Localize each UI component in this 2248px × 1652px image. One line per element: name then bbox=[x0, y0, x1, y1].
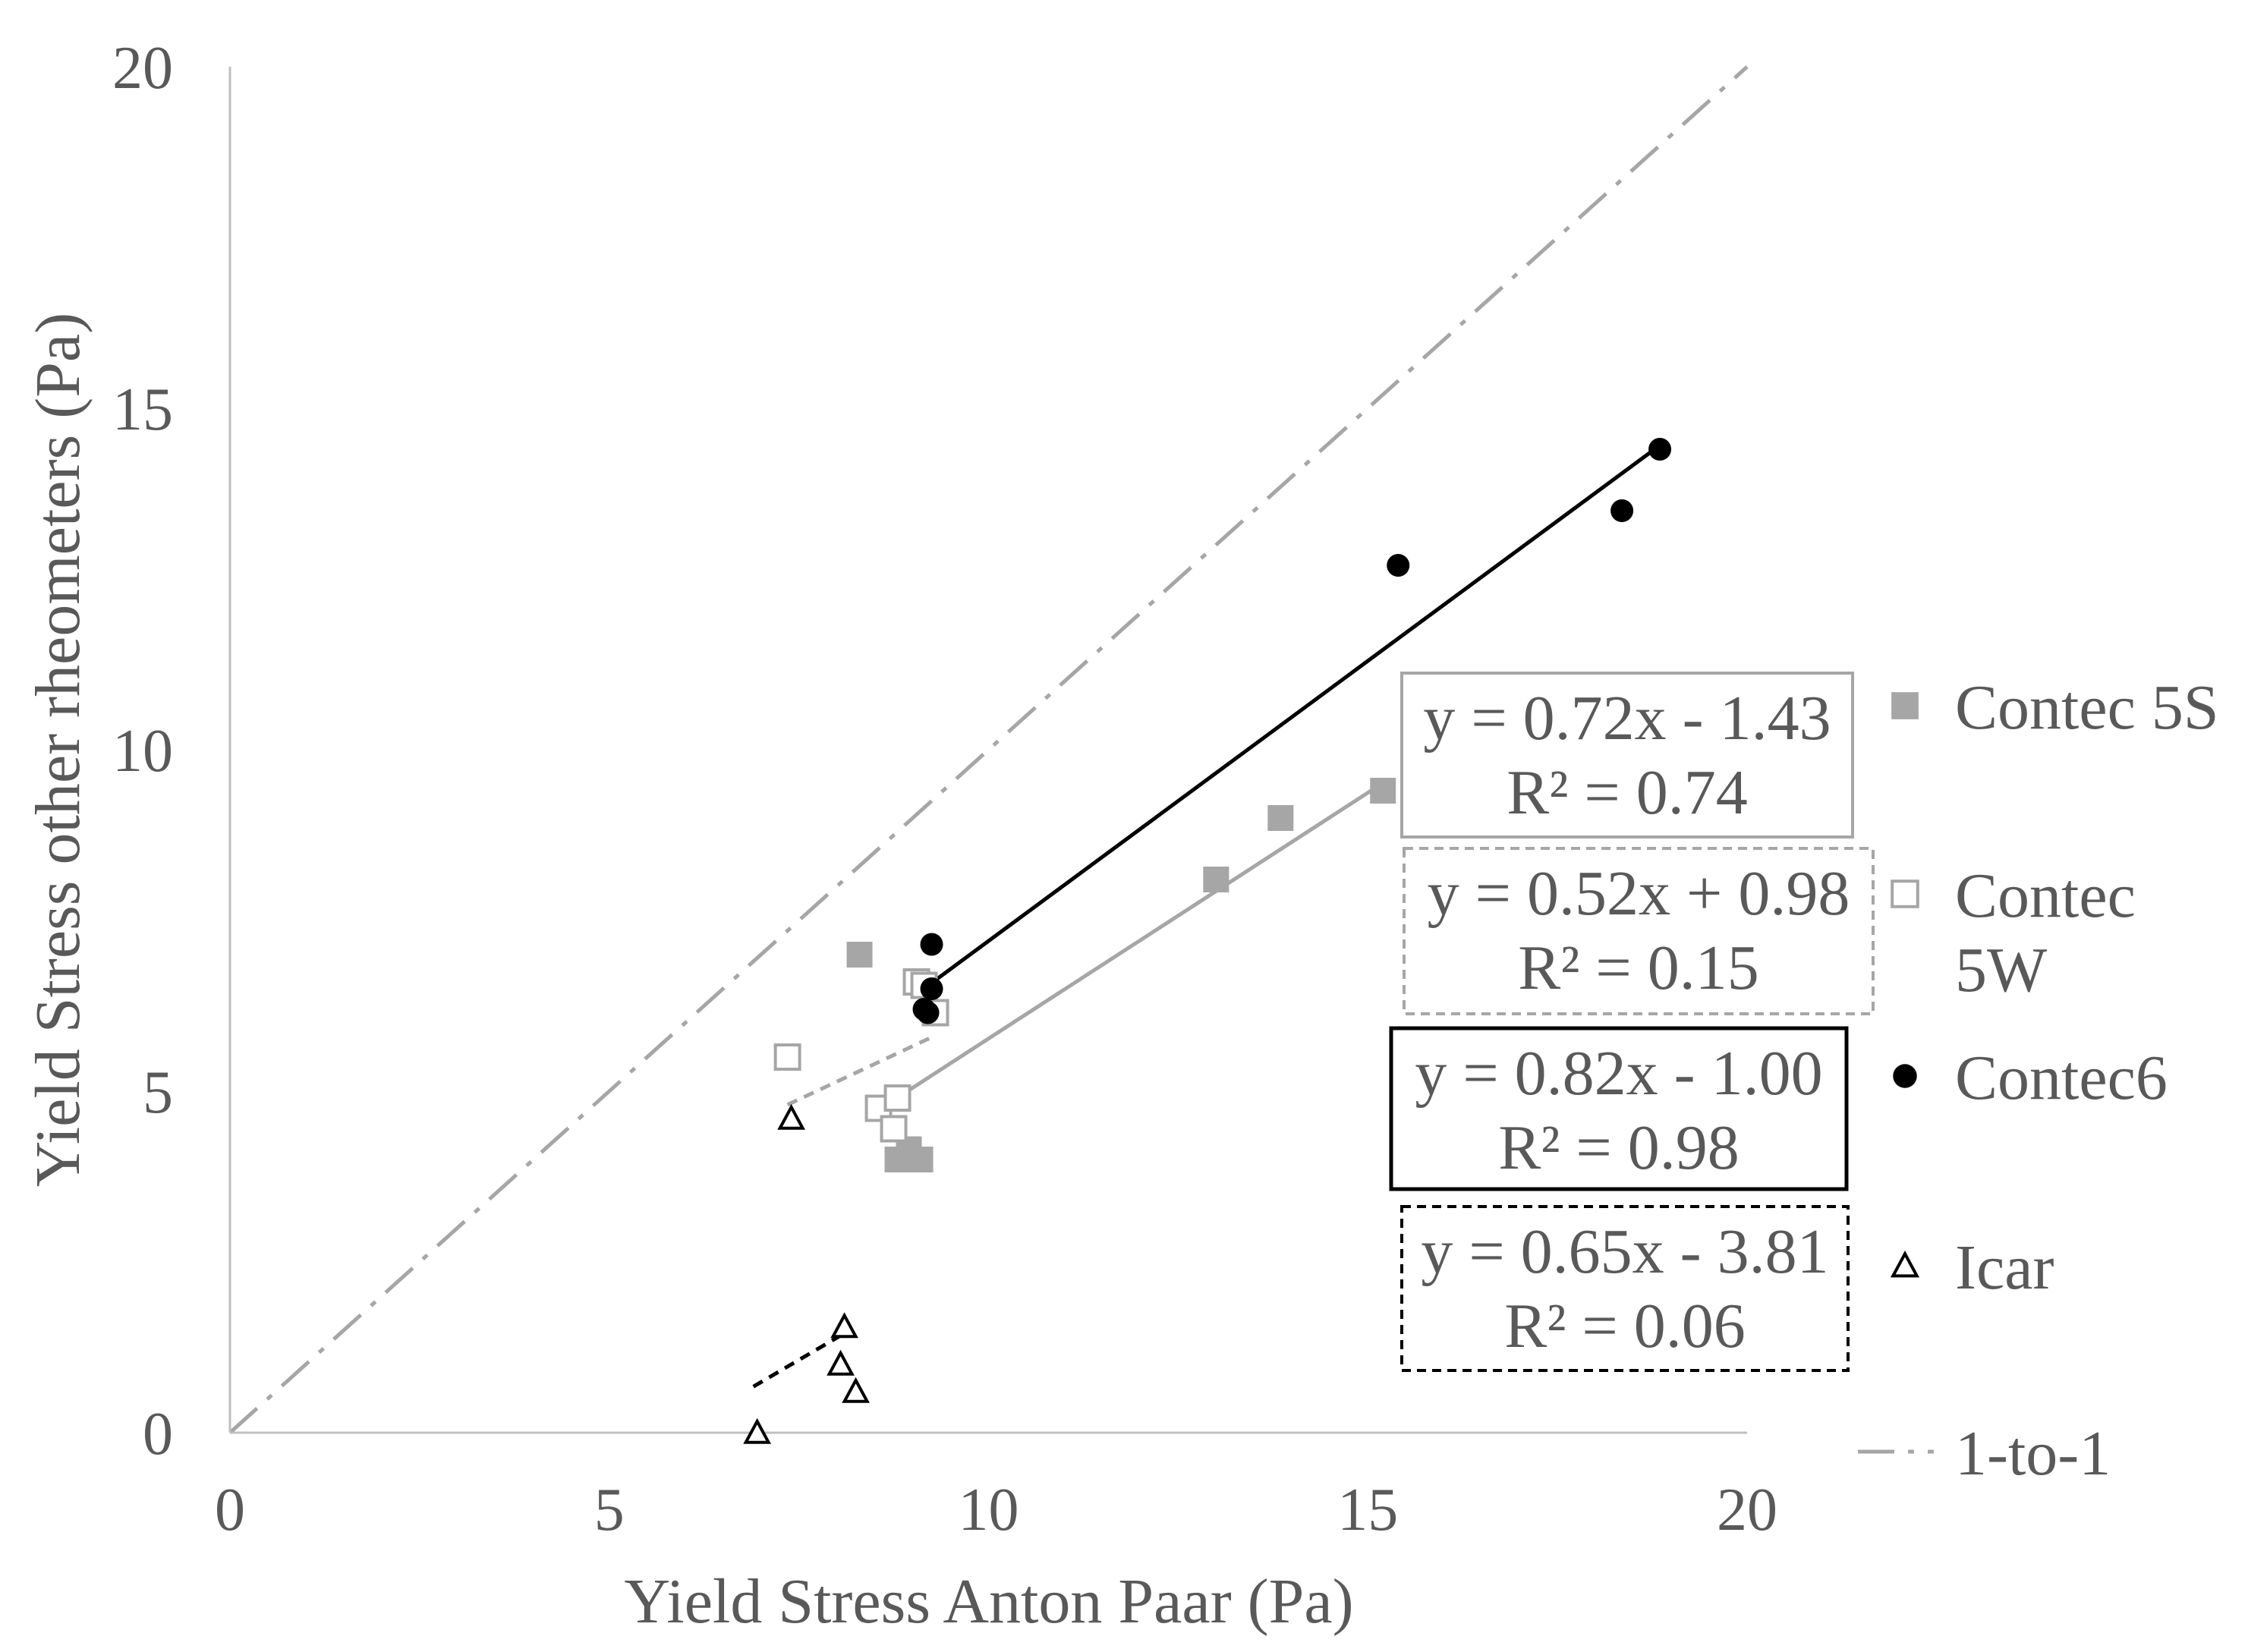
series-icar-point bbox=[743, 1418, 772, 1444]
series-contec-5s-point bbox=[1203, 867, 1229, 892]
y-tick-label: 10 bbox=[112, 718, 173, 785]
series-contec-5s-point bbox=[1267, 805, 1294, 831]
series-contec6-point bbox=[920, 977, 943, 1000]
legend-contec6-swatch bbox=[1893, 1064, 1917, 1088]
series-contec6-point bbox=[1387, 554, 1410, 577]
series-icar-equation-box bbox=[1400, 1205, 1850, 1372]
x-tick-label: 5 bbox=[594, 1477, 625, 1543]
legend-contec-5s-swatch bbox=[1891, 692, 1919, 719]
legend: Contec 5S Contec 5W Contec6 Icar 1-to-1 bbox=[1858, 672, 2219, 1489]
tick-labels: 0 5 10 15 20 0 5 10 15 20 bbox=[112, 35, 1777, 1543]
series-contec-5w-equation-box bbox=[1403, 847, 1875, 1015]
series-icar-point bbox=[826, 1349, 855, 1376]
x-tick-label: 0 bbox=[215, 1477, 245, 1543]
data-points bbox=[743, 438, 1672, 1444]
legend-contec6-label: Contec6 bbox=[1955, 1043, 2168, 1113]
series-contec-5s-r-squared: R² = 0.74 bbox=[1507, 757, 1748, 828]
series-contec-5w-r-squared: R² = 0.15 bbox=[1518, 933, 1759, 1003]
x-tick-label: 10 bbox=[959, 1477, 1019, 1543]
legend-contec-5w-label-line: Contec bbox=[1955, 861, 2136, 931]
series-contec6-trendline bbox=[927, 441, 1665, 988]
y-tick-label: 15 bbox=[112, 376, 173, 443]
legend-1-to-1-label: 1-to-1 bbox=[1955, 1418, 2111, 1489]
x-tick-label: 20 bbox=[1717, 1477, 1777, 1543]
legend-contec-5w-swatch bbox=[1891, 879, 1919, 908]
series-contec-5w-point bbox=[883, 1084, 911, 1112]
series-contec6-point bbox=[1648, 438, 1672, 461]
series-icar-point bbox=[842, 1377, 870, 1403]
x-tick-label: 15 bbox=[1337, 1477, 1398, 1543]
series-contec-5w-point bbox=[880, 1115, 908, 1143]
series-contec-5s-trendline bbox=[881, 781, 1384, 1109]
one-to-one-layer bbox=[228, 65, 1749, 1434]
series-contec-5s-equation-box bbox=[1400, 672, 1854, 839]
series-contec-5w-point bbox=[773, 1043, 801, 1071]
y-tick-label: 5 bbox=[143, 1059, 173, 1126]
y-tick-label: 20 bbox=[112, 35, 173, 102]
x-axis-title: Yield Stress Anton Paar (Pa) bbox=[624, 1566, 1353, 1637]
legend-icar-label: Icar bbox=[1955, 1232, 2054, 1303]
legend-contec-5s-label: Contec 5S bbox=[1955, 672, 2219, 743]
series-contec-5s-point bbox=[907, 1147, 934, 1172]
y-tick-label: 0 bbox=[143, 1401, 173, 1468]
legend-contec-5w-label: Contec 5W bbox=[1955, 861, 2136, 1005]
series-contec-5w-equation: y = 0.52x + 0.98 bbox=[1428, 858, 1850, 929]
series-icar-r-squared: R² = 0.06 bbox=[1504, 1291, 1746, 1361]
series-icar-trendline bbox=[752, 1331, 845, 1389]
series-contec-5w-trendline bbox=[786, 1034, 937, 1107]
series-contec6-point bbox=[920, 933, 943, 956]
series-contec6-point bbox=[1610, 499, 1634, 522]
series-contec6-equation-box bbox=[1389, 1026, 1849, 1191]
series-contec6-point bbox=[916, 1001, 940, 1024]
series-contec-5s-equation: y = 0.72x - 1.43 bbox=[1423, 683, 1831, 754]
legend-icar-swatch bbox=[1890, 1251, 1920, 1278]
series-contec6-equation: y = 0.82x - 1.00 bbox=[1415, 1038, 1822, 1109]
series-contec-5s-point bbox=[1370, 778, 1396, 804]
trendlines bbox=[752, 441, 1665, 1389]
series-1-to-1-line bbox=[228, 65, 1749, 1434]
series-icar-point bbox=[777, 1103, 805, 1130]
axes bbox=[228, 67, 1747, 1434]
y-axis-title: Yield Stress other rheometers (Pa) bbox=[23, 313, 93, 1187]
series-contec6-r-squared: R² = 0.98 bbox=[1498, 1112, 1740, 1183]
legend-contec-5w-label-line: 5W bbox=[1955, 935, 2048, 1005]
series-icar-point bbox=[830, 1312, 858, 1339]
series-contec-5s-point bbox=[846, 942, 873, 968]
series-icar-equation: y = 0.65x - 3.81 bbox=[1421, 1216, 1828, 1287]
